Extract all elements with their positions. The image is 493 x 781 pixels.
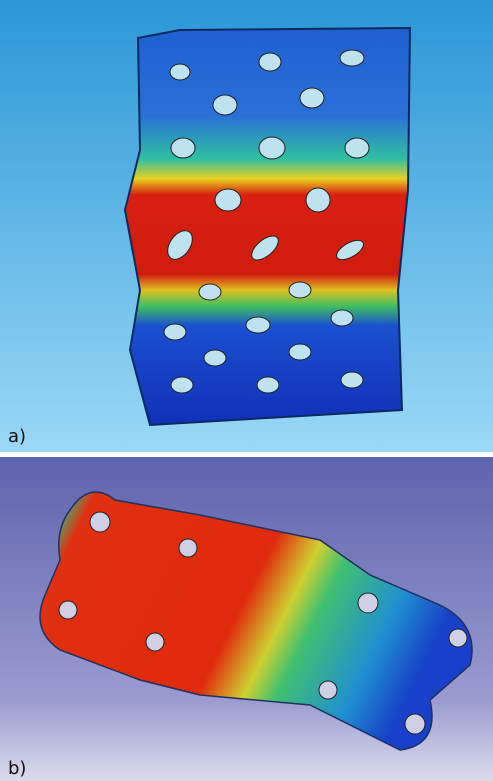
plate-a [125, 28, 410, 425]
panel-label: b) [8, 758, 26, 779]
page: a) b) (() => { const data = JSON.parse(d… [0, 0, 493, 781]
figure: a) b) [0, 0, 493, 781]
panel-label: a) [8, 426, 26, 447]
